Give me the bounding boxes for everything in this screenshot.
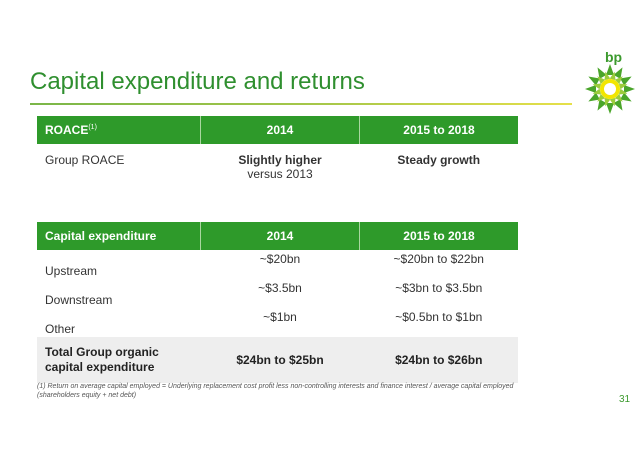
capex-row-label: Other: [45, 322, 76, 336]
roace-2014-line2: versus 2013: [247, 167, 313, 181]
roace-row-2014: Slightly higher versus 2013: [201, 144, 360, 197]
title-divider: [30, 103, 572, 105]
bp-wordmark: bp: [605, 49, 623, 65]
footnote: (1) Return on average capital employed =…: [37, 382, 597, 400]
roace-table: ROACE(1) 2014 2015 to 2018 Group ROACE S…: [37, 116, 518, 197]
roace-header-row: ROACE(1) 2014 2015 to 2018: [37, 116, 518, 144]
capex-row-label: Upstream: [45, 264, 98, 278]
capex-row-2015-2018: ~$3bn to $3.5bn: [395, 281, 483, 295]
capex-row-label: Downstream: [45, 293, 113, 307]
roace-header-text: ROACE: [45, 123, 89, 137]
footnote-line1: (1) Return on average capital employed =…: [37, 383, 514, 390]
capex-total-row: Total Group organic capital expenditure …: [37, 337, 518, 383]
capex-row-2014: ~$20bn: [259, 252, 301, 266]
table-row: Other ~$1bn ~$0.5bn to $1bn: [37, 308, 518, 337]
capex-row-2015-2018: ~$20bn to $22bn: [393, 252, 484, 266]
capex-total-label: Total Group organic capital expenditure: [37, 337, 201, 383]
roace-header-2015-2018: 2015 to 2018: [359, 116, 518, 144]
capex-header-2014: 2014: [200, 222, 360, 250]
capex-total-label-line1: Total Group organic: [45, 345, 159, 359]
table-row: Downstream ~$3.5bn ~$3bn to $3.5bn: [37, 279, 518, 308]
capex-total-2015-2018: $24bn to $26bn: [359, 337, 518, 383]
table-row: Upstream ~$20bn ~$20bn to $22bn: [37, 250, 518, 279]
capex-total-label-line2: capital expenditure: [45, 360, 155, 374]
capex-total-2014: $24bn to $25bn: [200, 337, 360, 383]
roace-header-2014: 2014: [200, 116, 360, 144]
capex-row-2014: ~$3.5bn: [258, 281, 302, 295]
capex-table: Capital expenditure 2014 2015 to 2018 Up…: [37, 222, 518, 383]
footnote-marker: (1): [88, 124, 97, 131]
capex-header-2015-2018: 2015 to 2018: [359, 222, 518, 250]
capex-header-label: Capital expenditure: [37, 222, 201, 250]
page-title: Capital expenditure and returns: [30, 68, 365, 95]
capex-row-2015-2018: ~$0.5bn to $1bn: [395, 310, 483, 324]
table-row: Group ROACE Slightly higher versus 2013 …: [37, 144, 518, 197]
footnote-line2: (shareholders equity + net debt): [37, 392, 137, 399]
capex-row-2014: ~$1bn: [263, 310, 297, 324]
capex-header-row: Capital expenditure 2014 2015 to 2018: [37, 222, 518, 250]
roace-2014-line1: Slightly higher: [238, 153, 322, 167]
roace-row-2015-2018: Steady growth: [397, 153, 481, 167]
roace-header-label: ROACE(1): [37, 116, 201, 144]
page-number: 31: [619, 394, 631, 405]
roace-row-label: Group ROACE: [45, 153, 125, 167]
bp-helios-logo-icon: [585, 64, 635, 114]
